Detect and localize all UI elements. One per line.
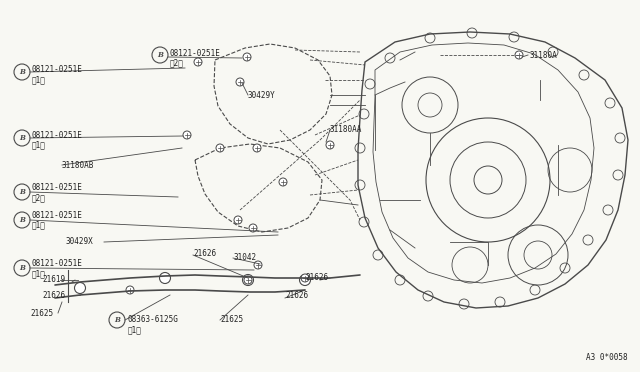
- Circle shape: [515, 51, 523, 59]
- Text: 31180AA: 31180AA: [330, 125, 362, 135]
- Text: （1）: （1）: [128, 326, 142, 334]
- Text: 08121-0251E: 08121-0251E: [32, 131, 83, 140]
- Circle shape: [301, 274, 309, 282]
- Text: B: B: [19, 264, 25, 272]
- Circle shape: [253, 144, 261, 152]
- Circle shape: [326, 141, 334, 149]
- Circle shape: [194, 58, 202, 66]
- Text: B: B: [157, 51, 163, 59]
- Circle shape: [126, 286, 134, 294]
- Text: 08121-0251E: 08121-0251E: [32, 211, 83, 219]
- Text: B: B: [19, 68, 25, 76]
- Circle shape: [236, 78, 244, 86]
- Text: B: B: [19, 134, 25, 142]
- Text: 21625: 21625: [30, 308, 53, 317]
- Text: 21626: 21626: [42, 291, 65, 299]
- Text: 21619: 21619: [42, 276, 65, 285]
- Text: A3 0*0058: A3 0*0058: [586, 353, 628, 362]
- Text: 21626: 21626: [305, 273, 328, 282]
- Text: （2）: （2）: [170, 58, 184, 67]
- Text: 31042: 31042: [233, 253, 256, 263]
- Circle shape: [249, 224, 257, 232]
- Circle shape: [234, 216, 242, 224]
- Text: 30429Y: 30429Y: [248, 90, 276, 99]
- Text: B: B: [19, 188, 25, 196]
- Circle shape: [216, 144, 224, 152]
- Text: 21626: 21626: [285, 291, 308, 299]
- Text: 30429X: 30429X: [65, 237, 93, 247]
- Text: （1）: （1）: [32, 76, 46, 84]
- Text: 31180AB: 31180AB: [62, 160, 94, 170]
- Circle shape: [254, 261, 262, 269]
- Circle shape: [279, 178, 287, 186]
- Circle shape: [244, 276, 252, 284]
- Text: 08363-6125G: 08363-6125G: [128, 315, 179, 324]
- Text: （2）: （2）: [32, 193, 46, 202]
- Text: 08121-0251E: 08121-0251E: [32, 260, 83, 269]
- Text: 08121-0251E: 08121-0251E: [32, 183, 83, 192]
- Text: 08121-0251E: 08121-0251E: [170, 48, 221, 58]
- Circle shape: [159, 273, 170, 283]
- Text: （1）: （1）: [32, 269, 46, 279]
- Text: B: B: [114, 316, 120, 324]
- Circle shape: [300, 275, 310, 285]
- Circle shape: [243, 53, 251, 61]
- Circle shape: [243, 275, 253, 285]
- Text: B: B: [19, 216, 25, 224]
- Text: 21626: 21626: [193, 248, 216, 257]
- Text: 21625: 21625: [220, 315, 243, 324]
- Circle shape: [183, 131, 191, 139]
- Text: （1）: （1）: [32, 141, 46, 150]
- Circle shape: [74, 282, 86, 294]
- Text: （1）: （1）: [32, 221, 46, 230]
- Text: 08121-0251E: 08121-0251E: [32, 65, 83, 74]
- Text: 31180A: 31180A: [530, 51, 557, 60]
